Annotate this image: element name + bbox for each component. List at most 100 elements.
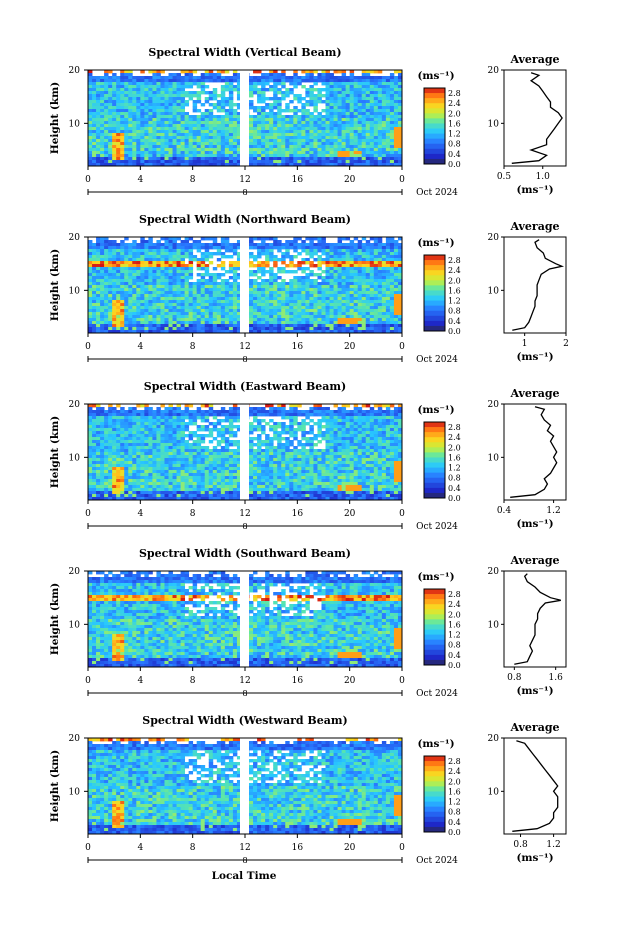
heatmap-cell bbox=[140, 264, 145, 268]
heatmap-cell bbox=[305, 249, 310, 253]
heatmap-cell bbox=[285, 121, 290, 125]
heatmap-cell bbox=[216, 130, 222, 134]
heatmap-cell bbox=[309, 309, 314, 313]
heatmap-cell bbox=[236, 133, 242, 137]
heatmap-cell bbox=[156, 145, 161, 149]
heatmap-cell bbox=[393, 252, 399, 256]
heatmap-cell bbox=[104, 443, 109, 447]
heatmap-cell bbox=[156, 109, 161, 113]
heatmap-cell bbox=[104, 279, 109, 283]
heatmap-cell bbox=[224, 255, 230, 259]
heatmap-cell bbox=[365, 136, 371, 140]
heatmap-cell bbox=[369, 70, 375, 74]
heatmap-cell bbox=[100, 443, 105, 447]
heatmap-cell bbox=[100, 151, 105, 155]
heatmap-cell bbox=[128, 297, 133, 301]
heatmap-cell bbox=[393, 264, 399, 268]
heatmap-cell bbox=[385, 136, 391, 140]
heatmap-cell bbox=[277, 151, 282, 155]
heatmap-cell bbox=[277, 133, 282, 137]
heatmap-cell bbox=[289, 133, 294, 137]
heatmap-cell bbox=[176, 273, 181, 277]
heatmap-cell bbox=[277, 82, 282, 86]
heatmap-cell bbox=[224, 270, 230, 274]
heatmap-cell bbox=[313, 258, 318, 262]
heatmap-cell bbox=[301, 79, 306, 83]
heatmap-cell bbox=[132, 267, 137, 271]
heatmap-cell bbox=[257, 291, 262, 295]
heatmap-cell bbox=[273, 112, 278, 116]
heatmap-cell bbox=[104, 300, 109, 304]
heatmap-cell bbox=[269, 142, 274, 146]
heatmap-cell bbox=[120, 330, 125, 334]
heatmap-cell bbox=[92, 100, 97, 104]
heatmap-cell bbox=[341, 82, 347, 86]
heatmap-cell bbox=[172, 309, 177, 313]
heatmap-cell bbox=[236, 157, 242, 161]
heatmap-cell bbox=[220, 124, 226, 128]
heatmap-cell bbox=[152, 136, 157, 140]
heatmap-cell bbox=[168, 121, 173, 125]
heatmap-cell bbox=[88, 100, 93, 104]
heatmap-cell bbox=[88, 243, 93, 247]
heatmap-cell bbox=[148, 294, 153, 298]
heatmap-cell bbox=[96, 91, 101, 95]
heatmap-cell bbox=[236, 118, 242, 122]
heatmap-cell bbox=[92, 273, 97, 277]
heatmap-cell bbox=[337, 267, 343, 271]
heatmap-cell bbox=[96, 485, 101, 489]
heatmap-cell bbox=[176, 163, 181, 167]
heatmap-cell bbox=[100, 294, 105, 298]
heatmap-cell bbox=[132, 109, 137, 113]
heatmap-cell bbox=[309, 321, 314, 325]
heatmap-cell bbox=[365, 112, 371, 116]
heatmap-cell bbox=[152, 70, 157, 74]
heatmap-cell bbox=[313, 145, 318, 149]
heatmap-cell bbox=[353, 133, 359, 137]
heatmap-cell bbox=[289, 127, 294, 131]
heatmap-cell bbox=[289, 270, 294, 274]
heatmap-cell bbox=[285, 312, 290, 316]
heatmap-cell bbox=[192, 160, 198, 164]
heatmap-cell bbox=[261, 154, 266, 158]
heatmap-cell bbox=[349, 267, 355, 271]
heatmap-cell bbox=[249, 306, 254, 310]
heatmap-cell bbox=[261, 273, 266, 277]
heatmap-cell bbox=[309, 76, 314, 80]
heatmap-cell bbox=[285, 300, 290, 304]
heatmap-cell bbox=[369, 315, 375, 319]
heatmap-cell bbox=[357, 160, 363, 164]
heatmap-cell bbox=[96, 425, 101, 429]
heatmap-cell bbox=[168, 300, 173, 304]
heatmap-cell bbox=[112, 318, 117, 322]
heatmap-cell bbox=[236, 273, 242, 277]
heatmap-cell bbox=[200, 321, 206, 325]
heatmap-cell bbox=[281, 279, 286, 283]
heatmap-cell bbox=[168, 151, 173, 155]
heatmap-cell bbox=[345, 148, 351, 152]
heatmap-cell bbox=[184, 324, 190, 328]
heatmap-cell bbox=[397, 312, 403, 316]
heatmap-cell bbox=[196, 327, 202, 331]
heatmap-cell bbox=[361, 130, 367, 134]
heatmap-cell bbox=[261, 303, 266, 307]
heatmap-cell bbox=[152, 261, 157, 265]
heatmap-cell bbox=[261, 112, 266, 116]
heatmap-cell bbox=[397, 249, 403, 253]
heatmap-cell bbox=[160, 327, 165, 331]
heatmap-cell bbox=[337, 103, 343, 107]
heatmap-cell bbox=[176, 151, 181, 155]
heatmap-cell bbox=[281, 157, 286, 161]
heatmap-cell bbox=[261, 327, 266, 331]
heatmap-cell bbox=[361, 109, 367, 113]
heatmap-cell bbox=[88, 300, 93, 304]
heatmap-cell bbox=[257, 315, 262, 319]
heatmap-cell bbox=[96, 437, 101, 441]
heatmap-cell bbox=[140, 157, 145, 161]
heatmap-cell bbox=[397, 157, 403, 161]
heatmap-cell bbox=[136, 103, 141, 107]
heatmap-cell bbox=[88, 479, 93, 483]
heatmap-cell bbox=[249, 330, 254, 334]
heatmap-cell bbox=[377, 291, 383, 295]
heatmap-cell bbox=[321, 252, 326, 256]
